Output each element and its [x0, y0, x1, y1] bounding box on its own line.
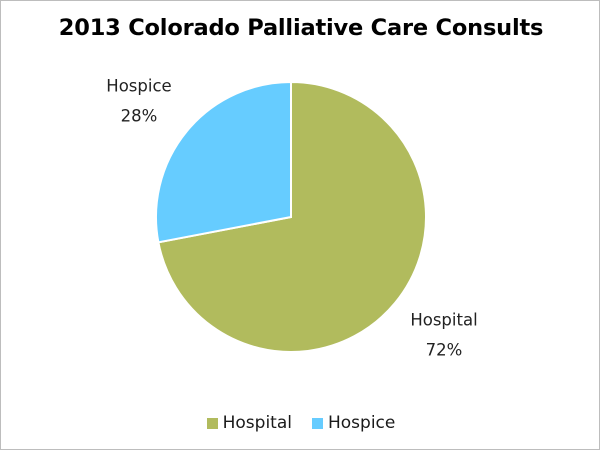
pie-slice-hospital — [157, 80, 427, 353]
legend-swatch-hospice — [312, 417, 323, 429]
data-label-category-hospital: Hospital — [410, 311, 477, 330]
legend-label-hospital: Hospital — [222, 413, 292, 433]
data-label-value-hospital: 72% — [426, 341, 463, 360]
pie-chart: Hospital 72% Hospice 28% — [106, 77, 477, 360]
legend-entry-hospital: Hospital — [206, 413, 292, 433]
legend-swatch-hospital — [206, 417, 218, 429]
legend-entry-hospice: Hospice — [312, 413, 395, 433]
pie-slice-hospice — [155, 80, 292, 244]
legend-label-hospice: Hospice — [328, 413, 396, 433]
data-label-value-hospice: 28% — [121, 107, 158, 126]
chart-title: 2013 Colorado Palliative Care Consults — [58, 15, 544, 41]
data-label-category-hospice: Hospice — [106, 77, 171, 96]
legend: Hospital Hospice — [1, 413, 599, 433]
